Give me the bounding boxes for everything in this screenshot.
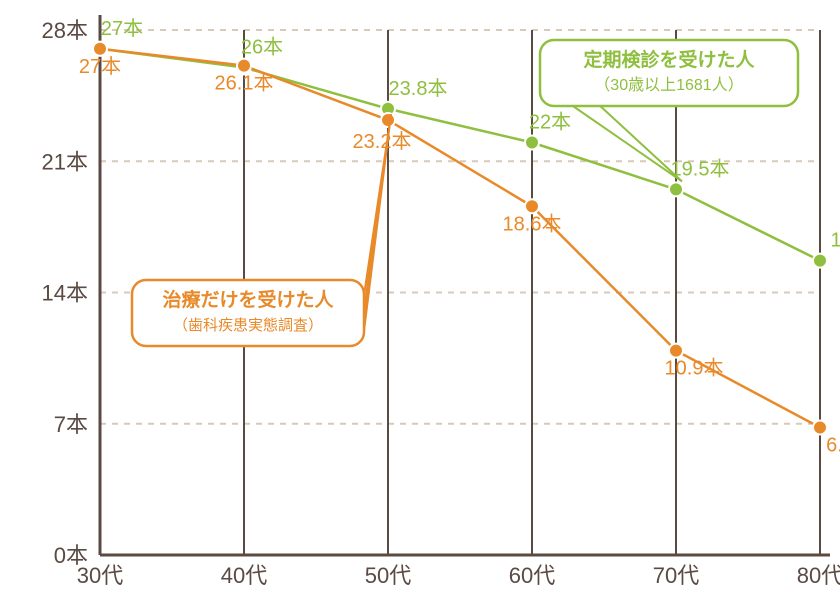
series-point-label-checkup: 22本 [529,111,571,134]
y-tick-label: 14本 [42,281,88,306]
series-marker-checkup [525,136,539,150]
x-tick-label: 60代 [509,563,555,588]
x-tick-label: 70代 [653,563,699,588]
series-point-label-checkup: 27本 [101,17,143,40]
series-marker-treatment [669,344,683,358]
callout-title: 治療だけを受けた人 [162,288,334,311]
y-tick-label: 21本 [42,149,88,174]
series-marker-treatment [237,59,251,73]
series-point-label-treatment: 26.1本 [215,72,274,95]
x-tick-label: 40代 [221,563,267,588]
series-marker-treatment [813,421,827,435]
series-point-label-checkup: 15.7本 [831,229,840,252]
series-point-label-treatment: 27本 [79,55,121,78]
series-point-label-treatment: 23.2本 [353,130,412,153]
series-point-label-checkup: 19.5本 [671,157,730,180]
y-tick-label: 7本 [54,412,88,437]
series-point-label-treatment: 10.9本 [665,357,724,380]
series-marker-treatment [525,199,539,213]
x-tick-label: 80代 [797,563,840,588]
series-marker-treatment [381,113,395,127]
series-point-label-checkup: 26本 [241,36,283,59]
series-marker-checkup [669,182,683,196]
x-tick-label: 50代 [365,563,411,588]
callout-subtitle: （歯科疾患実態調査） [173,317,323,334]
y-tick-label: 28本 [42,18,88,43]
series-point-label-treatment: 18.6本 [503,212,562,235]
series-point-label-checkup: 23.8本 [389,77,448,100]
teeth-chart: 0本7本14本21本28本30代40代50代60代70代80代27本26本23.… [0,0,840,600]
callout-title: 定期検診を受けた人 [583,48,755,71]
callout-checkup: 定期検診を受けた人 （30歳以上1681人） [540,40,798,181]
series-point-label-treatment: 6.8本 [826,434,840,457]
series-marker-treatment [93,42,107,56]
x-tick-label: 30代 [77,563,123,588]
series-marker-checkup [813,254,827,268]
callout-subtitle: （30歳以上1681人） [594,76,743,94]
